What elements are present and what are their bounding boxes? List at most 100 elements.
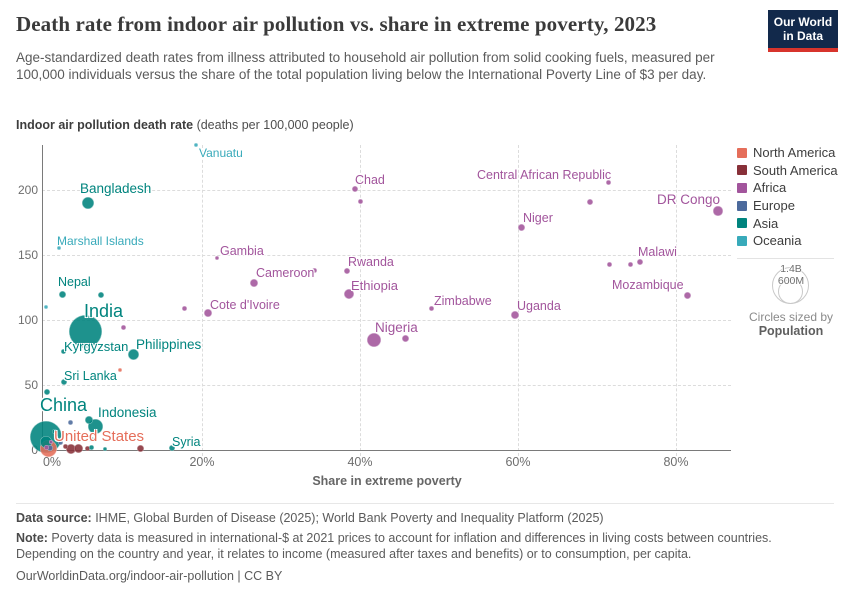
dot-marshall-islands[interactable] — [57, 245, 61, 250]
dot-unlabeled-asia[interactable] — [51, 429, 57, 435]
label-dr-congo[interactable]: DR Congo — [657, 192, 721, 207]
label-cameroon[interactable]: Cameroon — [256, 266, 315, 280]
dot-sri-lanka[interactable] — [60, 379, 67, 385]
dot-unlabeled-europe[interactable] — [58, 440, 64, 446]
dot-unlabeled-europe[interactable] — [47, 445, 54, 452]
dot-unlabeled-europe[interactable] — [67, 420, 73, 426]
legend-item-europe[interactable]: Europe — [737, 197, 847, 215]
legend-item-oceania[interactable]: Oceania — [737, 232, 847, 250]
dot-mozambique[interactable] — [684, 291, 692, 299]
dot-unlabeled-africa[interactable] — [43, 444, 49, 450]
label-kyrgyzstan[interactable]: Kyrgyzstan — [64, 339, 129, 354]
dot-nigeria[interactable] — [367, 333, 382, 348]
dot-unlabeled-asia[interactable] — [102, 446, 107, 451]
dot-unlabeled-asia[interactable] — [88, 437, 94, 443]
dot-vanuatu[interactable] — [193, 143, 198, 148]
dot-ethiopia[interactable] — [343, 288, 355, 300]
legend-swatch-africa — [737, 182, 747, 193]
label-cote-d-ivoire[interactable]: Cote d'Ivoire — [210, 298, 280, 312]
size-legend-large-value: 1.4B — [780, 263, 802, 275]
dot-unlabeled-africa[interactable] — [607, 261, 613, 267]
dot-niger[interactable] — [518, 223, 526, 231]
dot-unlabeled-asia[interactable] — [88, 444, 94, 450]
dot-unlabeled-southam[interactable] — [136, 445, 144, 453]
label-niger[interactable]: Niger — [523, 211, 553, 225]
dot-unlabeled-oceania[interactable] — [44, 305, 49, 309]
dot-unlabeled-europe[interactable] — [53, 435, 58, 439]
dot-cameroon[interactable] — [250, 278, 259, 287]
x-gridline — [360, 145, 361, 456]
dot-nepal[interactable] — [58, 290, 66, 298]
dot-unlabeled-asia[interactable] — [85, 416, 94, 425]
dot-unlabeled-africa[interactable] — [627, 261, 633, 267]
dot-india[interactable] — [68, 315, 102, 349]
label-rwanda[interactable]: Rwanda — [348, 255, 394, 269]
dot-kyrgyzstan[interactable] — [61, 349, 67, 355]
dot-central-african-republic[interactable] — [606, 180, 612, 186]
label-china[interactable]: China — [40, 395, 88, 415]
dot-unlabeled-asia[interactable] — [39, 435, 52, 448]
label-marshall-islands[interactable]: Marshall Islands — [57, 234, 144, 248]
dot-indonesia[interactable] — [87, 419, 103, 435]
dot-unlabeled-northam[interactable] — [175, 346, 179, 350]
legend-label: Asia — [753, 215, 779, 231]
dot-unlabeled-southam[interactable] — [65, 443, 76, 454]
data-source-line: Data source: IHME, Global Burden of Dise… — [16, 510, 828, 526]
label-united-states[interactable]: United States — [54, 428, 145, 445]
license-line[interactable]: OurWorldinData.org/indoor-air-pollution … — [16, 569, 283, 583]
size-legend-caption-bold: Population — [758, 324, 824, 338]
label-central-african-republic[interactable]: Central African Republic — [477, 168, 612, 182]
owid-logo[interactable]: Our World in Data — [768, 10, 838, 52]
label-chad[interactable]: Chad — [355, 173, 385, 187]
label-ethiopia[interactable]: Ethiopia — [351, 278, 398, 293]
label-vanuatu[interactable]: Vanuatu — [199, 146, 243, 160]
dot-syria[interactable] — [168, 445, 175, 452]
y-axis-title: Indoor air pollution death rate (deaths … — [16, 118, 354, 132]
dot-malawi[interactable] — [636, 259, 643, 266]
dot-zimbabwe[interactable] — [429, 306, 435, 312]
legend-item-south-america[interactable]: South America — [737, 162, 847, 180]
label-uganda[interactable]: Uganda — [517, 299, 561, 313]
dot-unlabeled-southam[interactable] — [84, 445, 90, 451]
dot-cote-d-ivoire[interactable] — [204, 308, 213, 317]
dot-unlabeled-africa[interactable] — [49, 440, 54, 445]
dot-unlabeled-northam[interactable] — [117, 368, 122, 373]
dot-philippines[interactable] — [127, 348, 139, 360]
dot-unlabeled-africa[interactable] — [357, 199, 363, 205]
dot-unlabeled-africa[interactable] — [586, 198, 593, 205]
dot-rwanda[interactable] — [344, 267, 351, 274]
legend-item-asia[interactable]: Asia — [737, 214, 847, 232]
label-mozambique[interactable]: Mozambique — [612, 278, 684, 292]
dot-gambia[interactable] — [215, 255, 219, 260]
label-sri-lanka[interactable]: Sri Lanka — [64, 369, 117, 383]
dot-bangladesh[interactable] — [82, 197, 95, 209]
dot-dr-congo[interactable] — [713, 206, 723, 216]
dot-unlabeled-southam[interactable] — [62, 443, 68, 449]
dot-unlabeled-southam[interactable] — [74, 444, 84, 454]
label-india[interactable]: India — [84, 301, 124, 321]
dot-unlabeled-africa[interactable] — [311, 268, 317, 274]
dot-unlabeled-asia[interactable] — [44, 388, 51, 395]
label-philippines[interactable]: Philippines — [136, 337, 202, 352]
dot-uganda[interactable] — [510, 311, 519, 320]
label-indonesia[interactable]: Indonesia — [98, 405, 157, 420]
dot-unlabeled-africa[interactable] — [182, 305, 188, 311]
label-nepal[interactable]: Nepal — [58, 275, 91, 289]
label-gambia[interactable]: Gambia — [220, 244, 264, 258]
label-bangladesh[interactable]: Bangladesh — [80, 181, 152, 196]
label-zimbabwe[interactable]: Zimbabwe — [434, 294, 492, 308]
dot-unlabeled-africa[interactable] — [402, 335, 410, 343]
dot-unlabeled-asia[interactable] — [97, 292, 104, 299]
legend-item-north-america[interactable]: North America — [737, 144, 847, 162]
legend-item-africa[interactable]: Africa — [737, 179, 847, 197]
label-nigeria[interactable]: Nigeria — [375, 320, 418, 335]
dot-unlabeled-africa[interactable] — [121, 324, 127, 330]
legend-label: Europe — [753, 198, 795, 214]
label-syria[interactable]: Syria — [172, 435, 201, 449]
footer-divider — [16, 503, 834, 504]
dot-chad[interactable] — [352, 185, 359, 192]
label-malawi[interactable]: Malawi — [638, 245, 677, 259]
x-gridline — [676, 145, 677, 456]
x-gridline — [518, 145, 519, 456]
